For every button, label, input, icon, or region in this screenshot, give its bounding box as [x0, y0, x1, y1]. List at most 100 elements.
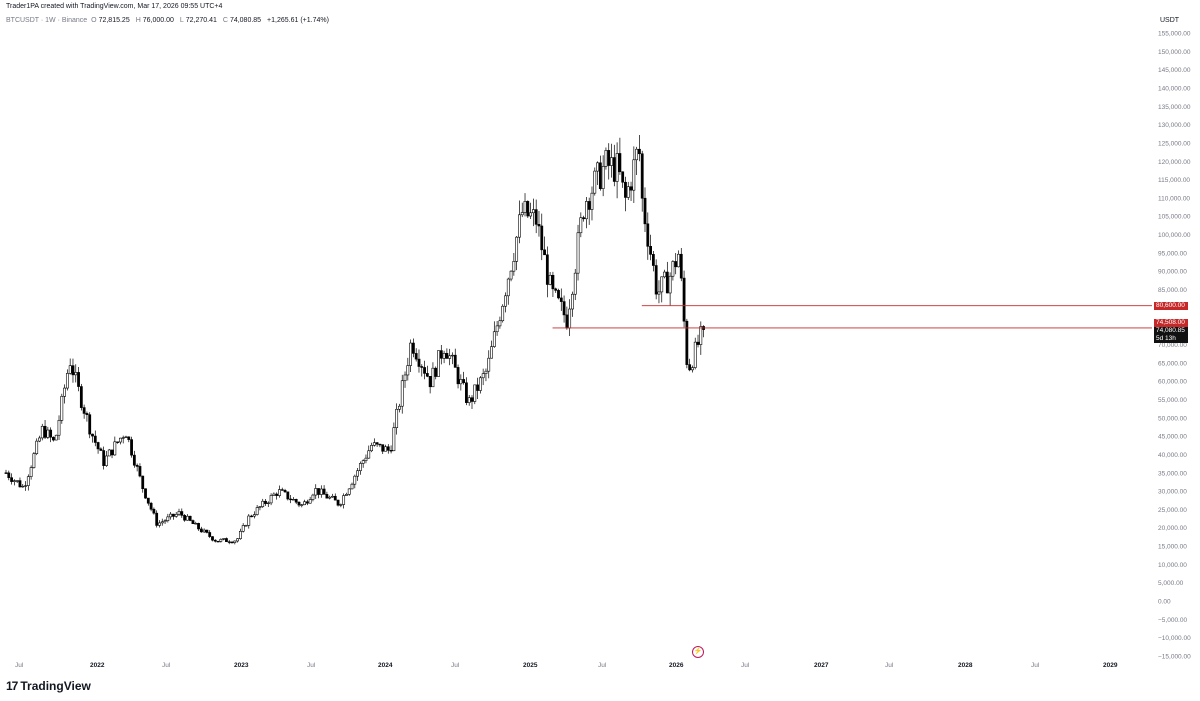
candle-up: [615, 153, 619, 182]
candle-down: [294, 498, 298, 503]
candle-down: [77, 372, 80, 387]
candle-up: [372, 442, 376, 446]
time-tick-label: 2026: [669, 662, 684, 669]
candle-down: [649, 246, 652, 255]
candle-up: [610, 157, 613, 166]
time-tick-label: 2029: [1103, 662, 1118, 669]
time-tick-label: 2025: [523, 662, 538, 669]
candle-down: [428, 376, 432, 388]
candle-up: [158, 522, 161, 526]
symbol-label: BTCUSDT · 1W · Binance: [6, 17, 88, 24]
time-tick-label: 2022: [90, 662, 105, 669]
candle-down: [289, 498, 293, 501]
candle-up: [247, 515, 251, 526]
candle-down: [582, 217, 586, 220]
candle-down: [618, 153, 622, 173]
candle-up: [473, 384, 477, 402]
candle-down: [336, 499, 340, 506]
candle-up: [660, 276, 664, 293]
candle-up: [579, 217, 583, 234]
candle-up: [409, 342, 413, 366]
lightning-icon[interactable]: ⚡: [692, 646, 704, 658]
candle-down: [526, 201, 530, 217]
candle-up: [512, 261, 516, 272]
candle-up: [68, 365, 72, 374]
candle-up: [331, 495, 334, 498]
candle-up: [593, 170, 597, 194]
candle-down: [325, 494, 329, 499]
candle-down: [211, 536, 214, 541]
candle-down: [132, 454, 136, 466]
brand-text: TradingView: [20, 679, 91, 693]
candle-up: [671, 261, 675, 277]
candle-down: [651, 254, 655, 266]
candle-down: [624, 181, 627, 198]
candle-down: [534, 209, 538, 225]
levels-layer: [552, 305, 1152, 329]
candle-up: [266, 502, 270, 505]
candle-up: [353, 475, 357, 485]
candle-down: [79, 386, 83, 408]
candle-up: [626, 186, 630, 198]
candle-down: [149, 502, 153, 510]
candle-down: [674, 261, 678, 268]
candle-down: [197, 523, 200, 530]
price-tick-label: 50,000.00: [1158, 415, 1187, 422]
candle-up: [119, 437, 122, 443]
candle-up: [573, 272, 577, 295]
candle-up: [46, 429, 50, 438]
candle-up: [244, 525, 248, 527]
price-tick-label: 130,000.00: [1158, 122, 1191, 129]
candle-down: [543, 249, 546, 256]
candle-up: [40, 425, 44, 439]
price-tick-label: 150,000.00: [1158, 49, 1191, 56]
candle-up: [487, 357, 491, 372]
candle-down: [7, 472, 11, 478]
candle-down: [476, 384, 479, 391]
candle-down: [135, 464, 139, 467]
candle-down: [110, 449, 114, 456]
price-tick-label: 70,000.00: [1158, 342, 1187, 349]
time-tick-label: 2027: [814, 662, 829, 669]
candle-up: [498, 320, 502, 327]
candle-up: [691, 367, 694, 371]
candle-down: [205, 529, 209, 533]
price-tick-label: 85,000.00: [1158, 287, 1187, 294]
candle-up: [459, 379, 463, 385]
candle-up: [63, 387, 66, 397]
candle-down: [146, 497, 150, 504]
candle-down: [557, 290, 560, 299]
change-value: +1,265.61 (+1.74%): [267, 17, 329, 24]
candle-up: [451, 354, 454, 357]
close-label: C: [222, 17, 228, 24]
candle-up: [177, 511, 181, 515]
candle-up: [384, 446, 387, 452]
candle-up: [596, 162, 599, 172]
candle-down: [638, 148, 641, 155]
candle-up: [632, 159, 636, 191]
candle-down: [305, 501, 309, 504]
candle-up: [467, 397, 471, 403]
candle-up: [255, 507, 259, 515]
candle-up: [12, 480, 16, 482]
price-tick-label: 20,000.00: [1158, 525, 1187, 532]
candle-up: [523, 201, 527, 213]
candle-up: [548, 274, 552, 285]
candle-up: [269, 495, 273, 504]
candle-up: [308, 499, 312, 504]
price-tick-label: 120,000.00: [1158, 159, 1191, 166]
candle-up: [576, 232, 580, 274]
candle-up: [314, 488, 318, 496]
tradingview-logo[interactable]: 17 TradingView: [6, 679, 91, 693]
candle-up: [406, 365, 410, 376]
candle-up: [699, 326, 703, 345]
low-label: L: [179, 17, 184, 24]
candle-up: [60, 396, 64, 421]
candle-up: [38, 437, 41, 442]
candle-up: [21, 485, 25, 488]
candle-up: [484, 370, 488, 374]
open-value: 72,815.25: [98, 17, 130, 24]
candle-down: [389, 450, 393, 452]
candle-down: [643, 197, 647, 225]
